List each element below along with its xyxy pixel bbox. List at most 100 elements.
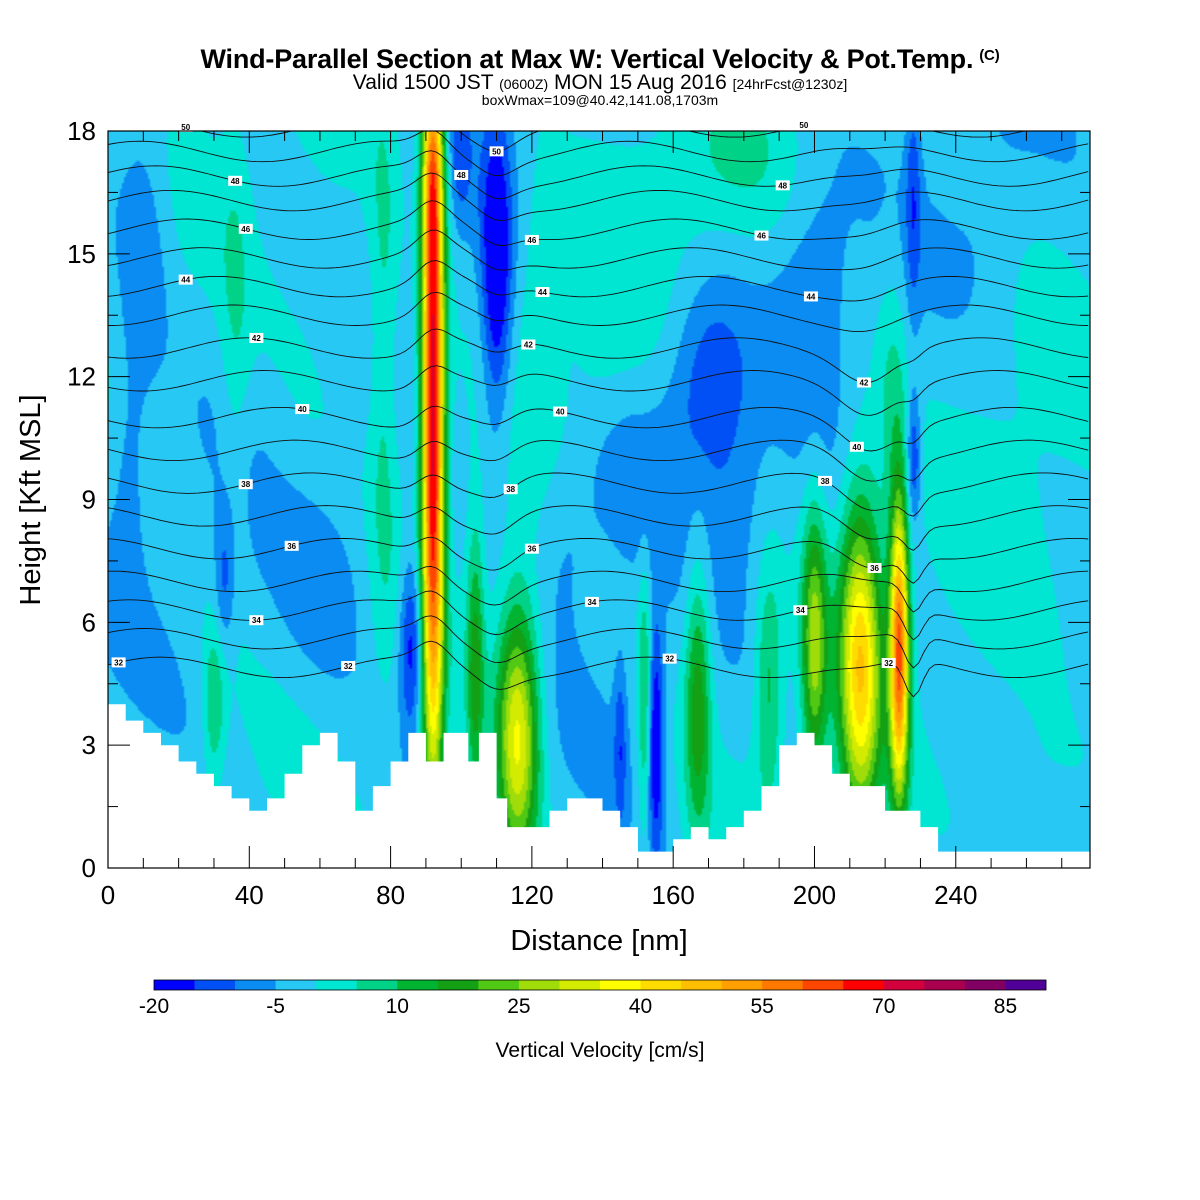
contour-label: 50 (178, 121, 193, 132)
y-tick-label: 3 (82, 730, 96, 760)
contour-label: 32 (111, 657, 126, 668)
colorbar-tick-label: 85 (994, 995, 1017, 1018)
contour-label-text: 44 (806, 292, 815, 301)
colorbar-swatch (883, 980, 925, 990)
plot-area: 32 32 32 32 34 34 34 36 36 36 38 38 38 40 40 40 42 42 42 44… (107, 120, 1091, 869)
contour-label-text: 50 (181, 123, 190, 132)
contour-label: 46 (524, 234, 539, 245)
contour-label-bg (849, 441, 864, 452)
x-tick-labels: 0 40 80 120 160 200 240 (101, 880, 978, 910)
theta-contour-35 (108, 565, 1089, 613)
contour-label-bg (228, 175, 243, 186)
y-tick-label: 6 (82, 607, 96, 637)
contour-label-text: 36 (870, 564, 879, 573)
contour-label: 40 (295, 404, 310, 415)
colorbar-swatch (316, 980, 358, 990)
contour-label-bg (249, 332, 264, 343)
terrain-mask (108, 704, 1090, 868)
contour-label-text: 32 (665, 655, 674, 664)
x-tick-label: 200 (793, 880, 836, 910)
contour-label-bg (881, 657, 896, 668)
contour-label: 50 (489, 146, 504, 157)
contour-label-text: 50 (492, 147, 501, 156)
contour-label-text: 44 (181, 276, 190, 285)
contour-label-text: 34 (252, 616, 261, 625)
theta-contour-49 (108, 131, 1089, 177)
contour-label-bg (341, 661, 356, 672)
x-tick-label: 40 (235, 880, 264, 910)
contour-label-text: 34 (587, 598, 596, 607)
valid-utc: (0600Z) (499, 76, 549, 92)
contour-label: 44 (803, 291, 818, 302)
contour-label: 42 (521, 339, 536, 350)
contour-label-bg (284, 540, 299, 551)
colorbar-tick-label: -20 (139, 995, 169, 1018)
chart-title-suffix: (C) (979, 47, 1000, 64)
contour-label-text: 32 (344, 662, 353, 671)
contour-label-text: 38 (821, 477, 830, 486)
chart-subtitle-valid: Valid 1500 JST (0600Z) MON 15 Aug 2016 [… (0, 71, 1200, 95)
contour-label: 46 (238, 223, 253, 234)
contour-label: 42 (856, 377, 871, 388)
contour-label-text: 32 (114, 658, 123, 667)
contour-label-bg (584, 596, 599, 607)
x-tick-label: 120 (510, 880, 553, 910)
contour-label-bg (238, 223, 253, 234)
axis-ticks (107, 130, 1090, 869)
contour-label-bg (454, 169, 469, 180)
valid-day: MON 15 Aug 2016 (553, 71, 727, 94)
colorbar-swatch (721, 980, 763, 990)
y-tick-label: 0 (82, 853, 96, 883)
chart-subtitle-box: boxWmax=109@40.42,141.08,1703m (481, 92, 719, 108)
colorbar-frame (153, 979, 1047, 991)
x-tick-label: 240 (934, 880, 977, 910)
theta-contour-48 (108, 150, 1089, 200)
x-tick-label: 0 (101, 880, 115, 910)
contour-label-bg (111, 657, 126, 668)
contour-label-bg (867, 562, 882, 573)
contour-label-bg (295, 404, 310, 415)
colorbar-swatch (154, 980, 195, 990)
contour-label-bg (803, 291, 818, 302)
y-axis-title: Height [Kft MSL] (15, 394, 47, 605)
contour-label-bg (238, 479, 253, 490)
contour-label: 40 (849, 441, 864, 452)
colorbar-swatch (559, 980, 601, 990)
colorbar-swatch (275, 980, 317, 990)
contour-label-text: 40 (852, 443, 861, 452)
contour-label: 32 (341, 661, 356, 672)
contour-label-text: 40 (298, 405, 307, 414)
colorbar-swatch (762, 980, 804, 990)
contour-label-bg (754, 230, 769, 241)
colorbar-swatch (478, 980, 520, 990)
contour-label-text: 36 (527, 545, 536, 554)
x-tick-label: 80 (376, 880, 405, 910)
x-tick-label: 160 (651, 880, 694, 910)
contour-labels: 32 32 32 32 34 34 34 36 36 36 38 38 38 40 40 40 42 42 42 44… (111, 120, 896, 672)
contour-label: 48 (454, 169, 469, 180)
colorbar-tick-label: 10 (386, 995, 409, 1018)
colorbar-swatch (924, 980, 966, 990)
contour-label-bg (662, 653, 677, 664)
vertical-velocity-field (108, 131, 1090, 868)
contour-label-bg (524, 543, 539, 554)
contour-label-text: 46 (527, 236, 536, 245)
colorbar-swatch (397, 980, 439, 990)
contour-label: 36 (284, 540, 299, 551)
contour-label-text: 42 (252, 334, 261, 343)
theta-contour-40 (108, 405, 1089, 452)
colorbar-swatch (681, 980, 722, 990)
colorbar-swatch (437, 980, 479, 990)
contour-label-text: 38 (506, 485, 515, 494)
y-tick-labels: 0 3 6 9 12 15 18 (67, 116, 96, 883)
colorbar-title: Vertical Velocity [cm/s] (496, 1039, 705, 1062)
colorbar-swatch (843, 980, 885, 990)
theta-contour-38 (108, 472, 1089, 517)
contour-label: 34 (249, 615, 264, 626)
colorbar-tick-label: 25 (507, 995, 530, 1018)
contour-label: 50 (796, 120, 811, 131)
theta-contour-45 (108, 229, 1089, 271)
contour-label: 46 (754, 230, 769, 241)
colorbar-swatch (600, 980, 641, 990)
